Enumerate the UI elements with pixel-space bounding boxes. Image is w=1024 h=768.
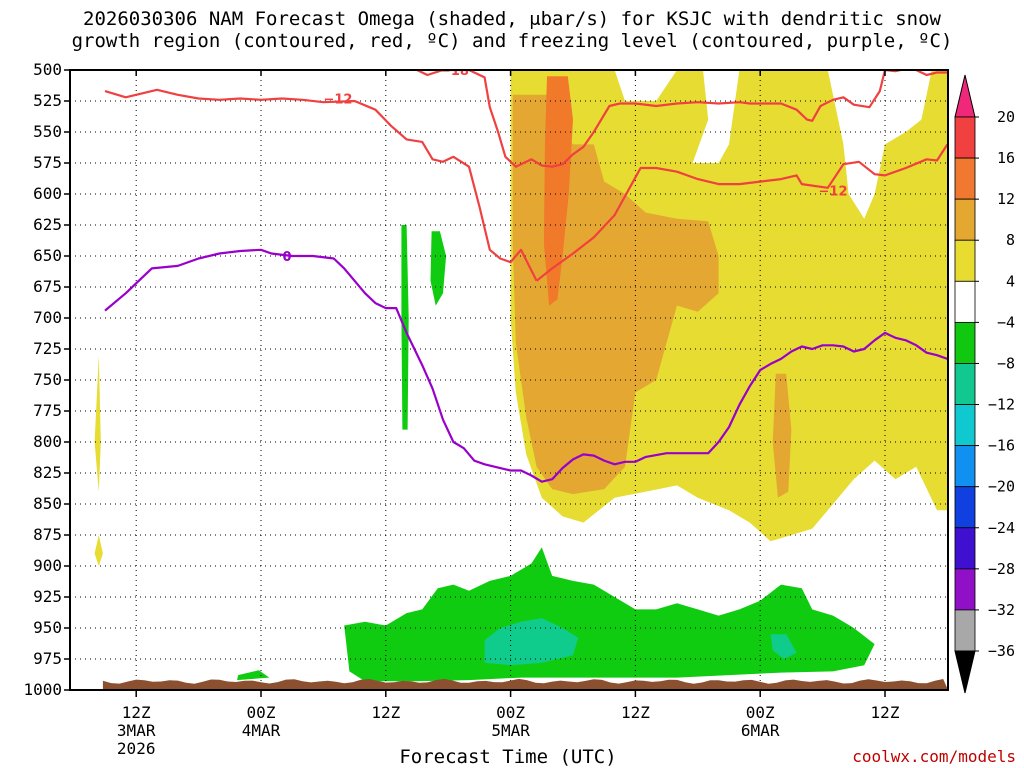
colorbar-segment-0 <box>954 116 976 159</box>
colorbar-top-arrow <box>954 74 976 118</box>
y-tick-label-500: 500 <box>33 60 62 79</box>
y-tick-label-575: 575 <box>33 153 62 172</box>
y-tick-label-600: 600 <box>33 184 62 203</box>
colorbar-label-3: 8 <box>1006 231 1015 249</box>
y-tick-label-925: 925 <box>33 587 62 606</box>
terrain-fill <box>102 678 948 690</box>
omega-shading-layer <box>94 70 948 682</box>
omega-region-teal-11 <box>770 634 797 659</box>
x-tick-label--12-2: 2026 <box>117 739 156 758</box>
contour-label-freezing_level: 0 <box>282 250 291 265</box>
y-tick-label-950: 950 <box>33 618 62 637</box>
omega-region-teal-10 <box>484 618 579 666</box>
colorbar-label-11: −28 <box>988 560 1015 578</box>
y-tick-label-750: 750 <box>33 370 62 389</box>
contour-freezing_level <box>104 248 948 483</box>
chart-title-line-2: growth region (contoured, red, ºC) and f… <box>72 30 953 52</box>
y-tick-label-650: 650 <box>33 246 62 265</box>
x-tick-label--12-1: 3MAR <box>117 721 156 740</box>
colorbar-label-1: 16 <box>997 149 1015 167</box>
y-tick-label-525: 525 <box>33 91 62 110</box>
y-tick-label-900: 900 <box>33 556 62 575</box>
y-tick-label-800: 800 <box>33 432 62 451</box>
y-tick-label-700: 700 <box>33 308 62 327</box>
y-tick-label-550: 550 <box>33 122 62 141</box>
contour-label-dgz_minus12_upper: −12 <box>323 93 352 108</box>
omega-region-green-12 <box>237 670 270 681</box>
colorbar-label-7: −12 <box>988 396 1015 414</box>
colorbar-label-5: −4 <box>997 313 1015 331</box>
colorbar-segment-8 <box>954 445 976 488</box>
omega-region-yellow-3 <box>781 70 797 170</box>
gridlines <box>70 70 948 690</box>
colorbar-label-8: −16 <box>988 437 1015 455</box>
colorbar-label-9: −20 <box>988 478 1015 496</box>
colorbar-label-12: −32 <box>988 601 1015 619</box>
contour-dgz_minus18 <box>416 70 948 168</box>
x-tick-label-60-0: 12Z <box>871 703 900 722</box>
colorbar-label-2: 12 <box>997 190 1015 208</box>
x-tick-label-12-0: 12Z <box>371 703 400 722</box>
colorbar-segment-6 <box>954 363 976 405</box>
x-axis-label: Forecast Time (UTC) <box>399 746 616 768</box>
omega-region-gold-5 <box>772 373 792 498</box>
x-tick-label--12-0: 12Z <box>122 703 151 722</box>
omega-region-green-8 <box>430 231 447 306</box>
x-tick-label-0-0: 00Z <box>247 703 276 722</box>
contour-label-dgz_minus12_lower: −12 <box>819 184 848 199</box>
site-credit: coolwx.com/models <box>852 747 1016 766</box>
colorbar-segment-9 <box>954 486 976 529</box>
colorbar-segment-10 <box>954 527 976 570</box>
y-tick-label-725: 725 <box>33 339 62 358</box>
y-tick-label-775: 775 <box>33 401 62 420</box>
contour-layer: −12 −12 −18 0 <box>104 64 948 483</box>
colorbar-label-10: −24 <box>988 519 1015 537</box>
x-tick-label-0-1: 4MAR <box>242 721 281 740</box>
y-tick-label-625: 625 <box>33 215 62 234</box>
omega-region-yellow-0 <box>94 355 101 492</box>
colorbar: 20 16 12 8 4 −4 −8 −12 −16 −20 −24 −28 −32 −36 <box>954 74 1015 694</box>
pressure-axis: 500 525 550 575 600 625 650 675 700 725 750 775 800 8… <box>23 60 70 699</box>
omega-region-yellow-1 <box>94 535 103 566</box>
contour-label-dgz_minus18: −18 <box>440 64 469 79</box>
chart-title-line-1: 2026030306 NAM Forecast Omega (shaded, μ… <box>83 8 941 30</box>
x-tick-label-24-1: 5MAR <box>491 721 530 740</box>
colorbar-label-13: −36 <box>988 642 1015 660</box>
colorbar-segment-3 <box>954 239 976 282</box>
y-tick-label-825: 825 <box>33 463 62 482</box>
colorbar-segment-12 <box>954 609 976 652</box>
y-tick-label-875: 875 <box>33 525 62 544</box>
omega-region-orange-6 <box>543 76 573 306</box>
y-tick-label-975: 975 <box>33 649 62 668</box>
colorbar-bottom-arrow <box>954 650 976 694</box>
colorbar-label-4: 4 <box>1006 272 1015 290</box>
colorbar-segment-7 <box>954 404 976 447</box>
x-tick-label-48-0: 00Z <box>746 703 775 722</box>
colorbar-label-6: −8 <box>997 354 1015 372</box>
contour-dgz_minus12_lower <box>535 143 948 282</box>
colorbar-segment-5 <box>954 321 976 364</box>
colorbar-segment-11 <box>954 568 976 611</box>
x-tick-label-48-1: 6MAR <box>741 721 780 740</box>
x-tick-label-24-0: 00Z <box>496 703 525 722</box>
x-tick-label-36-0: 12Z <box>621 703 650 722</box>
colorbar-segment-4 <box>954 280 976 323</box>
y-tick-label-1000: 1000 <box>23 680 62 699</box>
y-tick-label-675: 675 <box>33 277 62 296</box>
contour-dgz_minus12_upper <box>104 88 538 282</box>
y-tick-label-850: 850 <box>33 494 62 513</box>
colorbar-label-0: 20 <box>997 108 1015 126</box>
colorbar-segment-1 <box>954 157 976 200</box>
terrain-strip <box>102 678 948 690</box>
colorbar-segment-2 <box>954 198 976 241</box>
omega-region-green-9 <box>344 547 875 682</box>
